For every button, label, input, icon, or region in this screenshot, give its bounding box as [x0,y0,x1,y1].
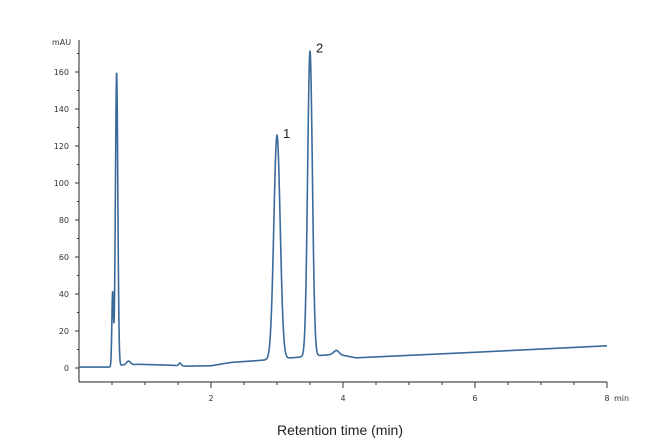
y-tick-label: 140 [54,105,69,114]
y-tick-label: 80 [59,216,69,225]
x-tick-label: 6 [472,394,477,403]
x-axis-title: Retention time (min) [277,422,403,438]
y-axis-unit-label: mAU [52,38,71,47]
y-tick-label: 160 [54,68,69,77]
chromatogram-trace [78,50,608,368]
peak-annotations: 12 [283,41,323,141]
x-axis: 2 4 6 8 min [79,381,629,403]
x-tick-label: 2 [208,394,213,403]
y-tick-label: 40 [59,290,69,299]
x-axis-unit-label: min [614,394,629,403]
y-tick-label: 100 [54,179,69,188]
peak-label: 1 [283,126,290,141]
y-axis: 0 20 40 60 80 100 120 140 160 [54,40,80,382]
y-tick-label: 0 [64,364,69,373]
x-tick-label: 8 [604,394,609,403]
y-tick-label: 120 [54,142,69,151]
y-tick-label: 20 [59,327,69,336]
y-tick-label: 60 [59,253,69,262]
x-tick-label: 4 [340,394,345,403]
peak-label: 2 [316,41,323,56]
series-layer [78,50,608,368]
